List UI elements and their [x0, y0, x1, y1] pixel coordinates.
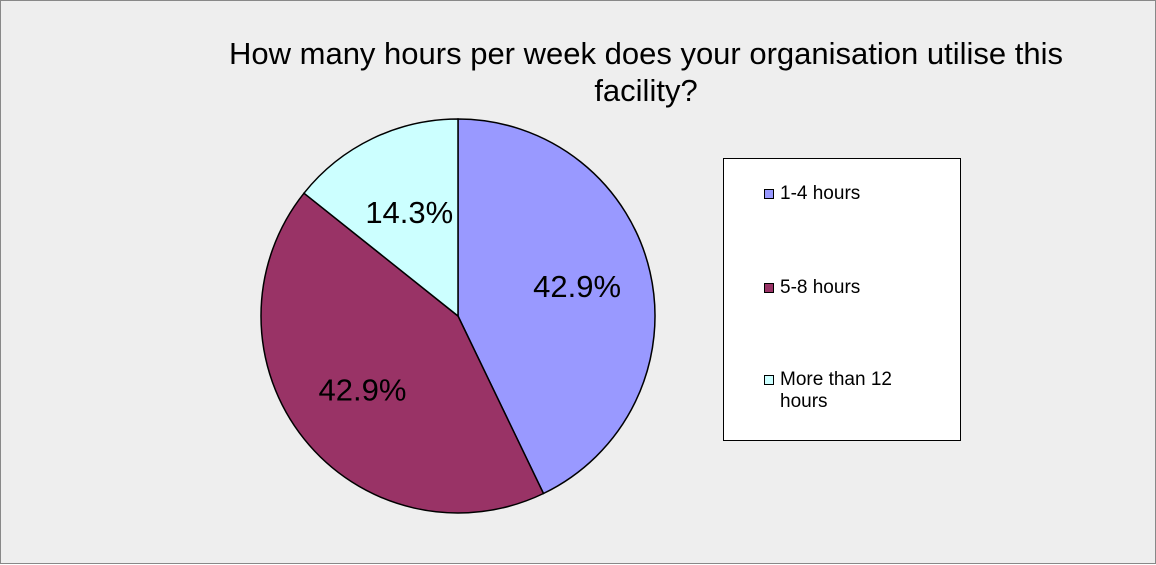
legend-item: 1-4 hours: [764, 183, 930, 205]
pie-slice: [302, 118, 459, 318]
legend-swatch: [764, 189, 774, 199]
legend-item: 5-8 hours: [764, 277, 930, 299]
legend-label: 5-8 hours: [780, 277, 861, 298]
legend-label: 1-4 hours: [780, 183, 861, 204]
pie-slice: [260, 192, 545, 514]
data-label: 14.3%: [365, 195, 453, 230]
legend-swatch: [764, 283, 774, 293]
pie-slice: [457, 118, 656, 495]
legend-item: More than 12 hours: [764, 369, 930, 413]
legend-label: More than 12 hours: [780, 369, 892, 412]
legend-swatch: [764, 375, 774, 385]
data-label: 42.9%: [533, 269, 621, 304]
data-label: 42.9%: [319, 372, 407, 407]
chart-title: How many hours per week does your organi…: [229, 36, 1063, 108]
legend: 1-4 hours 5-8 hours More than 12 hours: [723, 158, 961, 441]
